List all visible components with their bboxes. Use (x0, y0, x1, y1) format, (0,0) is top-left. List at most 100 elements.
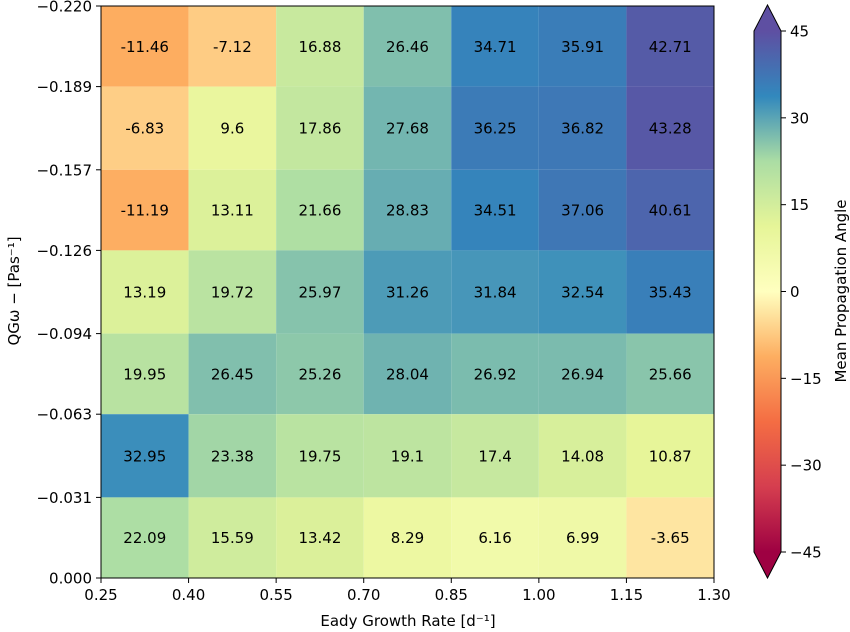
heatmap-cell (188, 169, 277, 251)
cell-value-label: 40.61 (649, 202, 692, 220)
y-tick-label: −0.126 (36, 242, 92, 260)
colorbar-label: Mean Propagation Angle (832, 199, 850, 382)
cell-value-label: 32.54 (561, 284, 604, 302)
cell-value-label: 26.92 (474, 365, 517, 383)
x-tick-label: 0.55 (259, 586, 292, 604)
x-axis: 0.25 0.40 0.55 0.70 0.85 1.00 1.15 1.30 (84, 578, 731, 604)
heatmap-cell (626, 414, 714, 498)
y-tick-label: −0.189 (36, 78, 92, 96)
heatmap-cell (363, 169, 452, 251)
heatmap-cell (276, 169, 364, 251)
heatmap-cell (626, 169, 714, 251)
heatmap-cell (276, 6, 364, 87)
cell-value-label: -7.12 (213, 38, 252, 56)
cell-value-label: 23.38 (211, 447, 254, 465)
cell-value-label: 25.97 (298, 284, 341, 302)
cell-value-label: 43.28 (649, 120, 692, 138)
heatmap-cell (188, 86, 277, 170)
cell-value-label: 15.59 (211, 529, 254, 547)
heatmap-cell (363, 86, 452, 170)
cell-value-label: -11.46 (121, 38, 169, 56)
x-tick-label: 1.00 (522, 586, 555, 604)
cell-value-label: 26.46 (386, 38, 429, 56)
heatmap-cell (188, 6, 277, 87)
cell-value-label: 19.95 (123, 365, 166, 383)
heatmap-cell (363, 333, 452, 415)
plot-frame (100, 5, 715, 579)
heatmap-cell (101, 497, 189, 578)
heatmap-cell (276, 333, 364, 415)
heatmap-cells (101, 6, 714, 578)
colorbar-tick-label: −15 (790, 370, 822, 388)
colorbar-tick-label: 30 (790, 109, 809, 127)
cell-value-label: 19.1 (391, 447, 424, 465)
cell-value-label: 32.95 (123, 447, 166, 465)
colorbar: −45 −30 −15 0 15 30 45 (753, 3, 822, 580)
colorbar-tick-label: 45 (790, 23, 809, 41)
colorbar-tick-label: 15 (790, 196, 809, 214)
heatmap-cell (276, 250, 364, 334)
cell-value-label: 16.88 (298, 38, 341, 56)
colorbar-tick-label: 0 (790, 283, 800, 301)
y-axis-label: QGω − [Pas⁻¹] (5, 236, 23, 345)
heatmap-cell (101, 169, 189, 251)
cell-value-label: 26.45 (211, 365, 254, 383)
cell-value-label: 6.99 (566, 529, 599, 547)
heatmap-cell (101, 414, 189, 498)
cell-value-label: 22.09 (123, 529, 166, 547)
heatmap-cell (188, 333, 277, 415)
heatmap-cell (188, 250, 277, 334)
heatmap-cell (101, 6, 189, 87)
heatmap-cell (626, 333, 714, 415)
heatmap-cell (101, 250, 189, 334)
cell-value-label: 14.08 (561, 447, 604, 465)
cell-value-label: 26.94 (561, 365, 604, 383)
heatmap-cell (538, 169, 627, 251)
y-tick-label: −0.094 (36, 325, 92, 343)
colorbar-gradient (753, 3, 782, 580)
cell-value-label: 35.43 (649, 284, 692, 302)
y-tick-label: 0.000 (49, 570, 92, 588)
heatmap-cell (626, 86, 714, 170)
heatmap-cell (363, 6, 452, 87)
heatmap-cell (451, 6, 539, 87)
cell-value-label: -3.65 (651, 529, 690, 547)
heatmap-cell (363, 497, 452, 578)
cell-value-label: 19.72 (211, 284, 254, 302)
heatmap-cell (538, 497, 627, 578)
heatmap-cell (188, 414, 277, 498)
cell-value-label: 31.26 (386, 284, 429, 302)
heatmap-cell (276, 497, 364, 578)
cell-value-label: -11.19 (121, 202, 169, 220)
heatmap-cell (101, 333, 189, 415)
heatmap-cell (276, 86, 364, 170)
heatmap-cell (451, 169, 539, 251)
heatmap-cell (538, 414, 627, 498)
heatmap-cell (626, 250, 714, 334)
cell-value-label: 17.86 (298, 120, 341, 138)
colorbar-tick-label: −30 (790, 457, 822, 475)
cell-value-label: 37.06 (561, 202, 604, 220)
cell-value-label: 13.11 (211, 202, 254, 220)
cell-value-label: 6.16 (478, 529, 511, 547)
cell-value-label: 35.91 (561, 38, 604, 56)
cell-value-label: 10.87 (649, 447, 692, 465)
cell-value-label: 34.71 (474, 38, 517, 56)
x-axis-label: Eady Growth Rate [d⁻¹] (320, 612, 495, 630)
x-tick-label: 1.15 (610, 586, 643, 604)
heatmap-cell (276, 414, 364, 498)
heatmap-cell (451, 86, 539, 170)
heatmap-cell (451, 414, 539, 498)
x-tick-label: 0.70 (347, 586, 380, 604)
heatmap-cell (451, 497, 539, 578)
cell-value-label: 8.29 (391, 529, 424, 547)
cell-value-label: 34.51 (474, 202, 517, 220)
colorbar-tick-label: −45 (790, 544, 822, 562)
heatmap-cell (363, 414, 452, 498)
cell-value-label: 28.83 (386, 202, 429, 220)
x-tick-label: 0.25 (84, 586, 117, 604)
heatmap-cell (538, 333, 627, 415)
heatmap-cell (451, 250, 539, 334)
cell-value-label: 19.75 (298, 447, 341, 465)
